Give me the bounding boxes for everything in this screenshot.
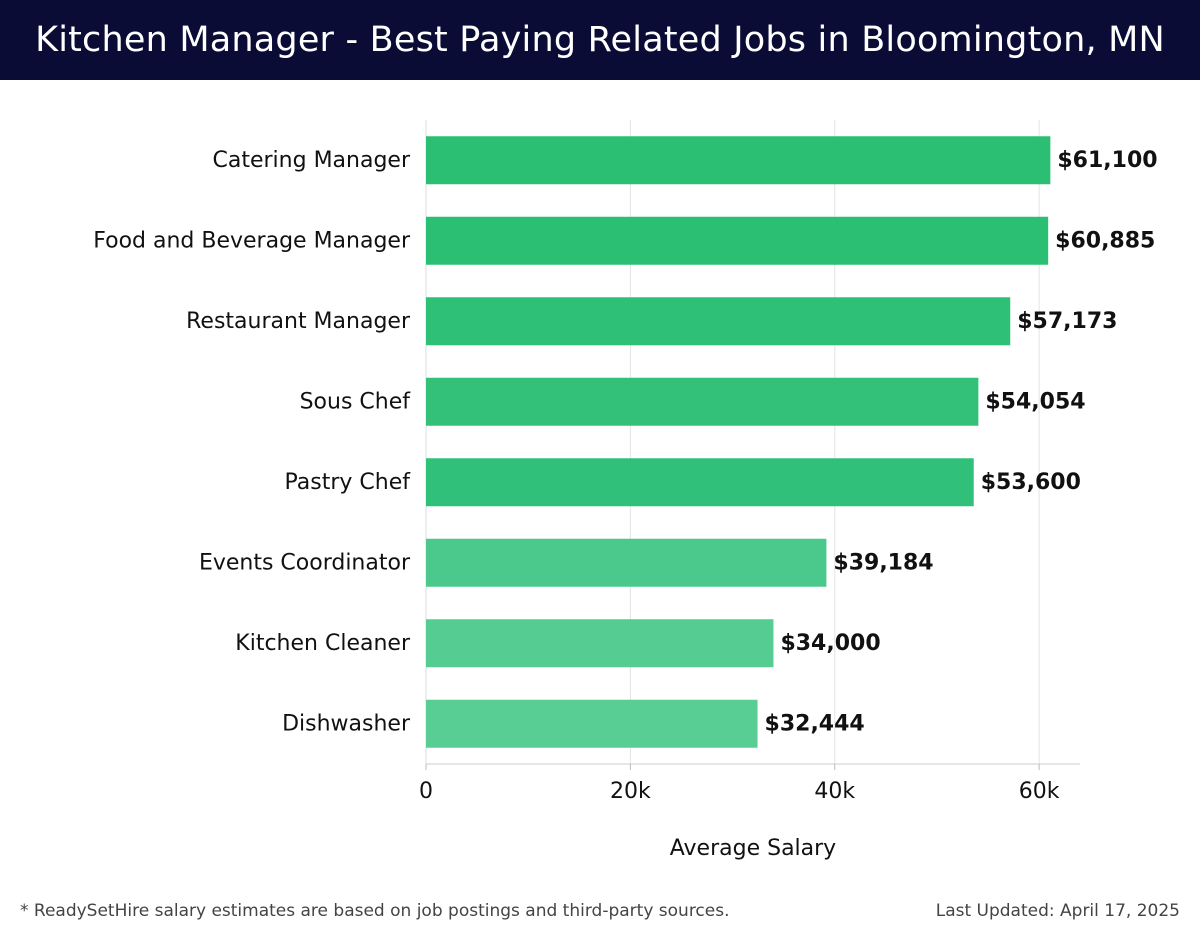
bar xyxy=(426,377,979,426)
bar xyxy=(426,699,758,748)
category-label: Events Coordinator xyxy=(199,550,411,575)
chart-header: Kitchen Manager - Best Paying Related Jo… xyxy=(0,0,1200,80)
last-updated: Last Updated: April 17, 2025 xyxy=(935,901,1180,921)
value-label: $34,000 xyxy=(780,631,880,656)
x-axis-title: Average Salary xyxy=(670,836,836,861)
bar-chart-svg: Catering Manager $61,100 Food and Beverage… xyxy=(93,120,1158,861)
bar xyxy=(426,538,827,587)
category-label: Sous Chef xyxy=(300,389,412,414)
category-label: Pastry Chef xyxy=(285,470,412,495)
x-tick-label: 0 xyxy=(419,779,433,804)
bar xyxy=(426,619,774,668)
x-tick-label: 20k xyxy=(610,779,651,804)
bar xyxy=(426,136,1051,185)
footer-note: * ReadySetHire salary estimates are base… xyxy=(20,901,730,921)
x-tick-label: 60k xyxy=(1019,779,1060,804)
value-label: $32,444 xyxy=(765,711,865,736)
value-label: $57,173 xyxy=(1017,309,1117,334)
value-label: $39,184 xyxy=(833,550,933,575)
category-label: Restaurant Manager xyxy=(186,309,411,334)
x-tick-label: 40k xyxy=(814,779,855,804)
category-label: Food and Beverage Manager xyxy=(93,228,411,253)
category-label: Catering Manager xyxy=(213,148,411,173)
bar xyxy=(426,216,1049,265)
value-label: $60,885 xyxy=(1055,228,1155,253)
bar xyxy=(426,297,1011,346)
category-label: Dishwasher xyxy=(282,711,411,736)
category-label: Kitchen Cleaner xyxy=(235,631,411,656)
chart-title: Kitchen Manager - Best Paying Related Jo… xyxy=(35,20,1165,60)
bar xyxy=(426,458,974,507)
value-label: $61,100 xyxy=(1057,148,1157,173)
value-label: $53,600 xyxy=(981,470,1081,495)
bar-chart: Catering Manager $61,100 Food and Beverage… xyxy=(0,80,1200,880)
value-label: $54,054 xyxy=(985,389,1085,414)
